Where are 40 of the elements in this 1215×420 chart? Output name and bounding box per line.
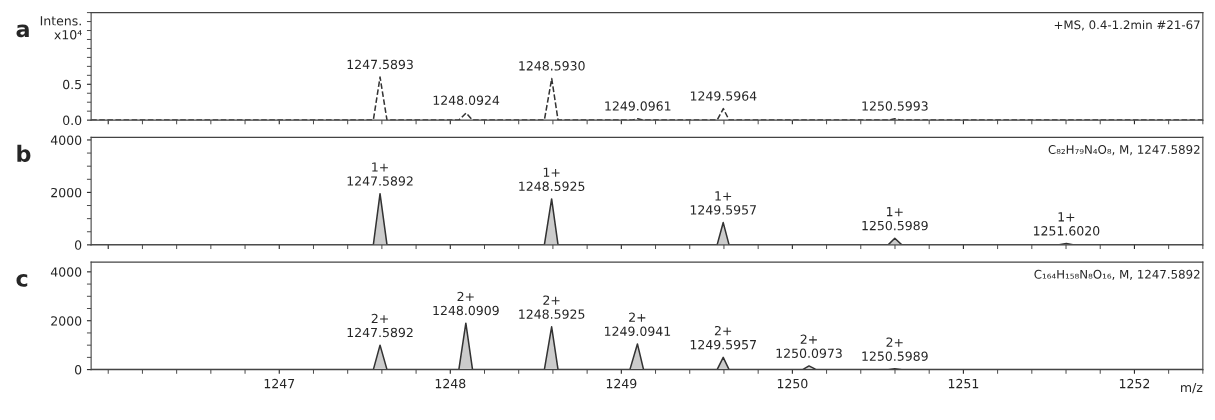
annotation: 2+ 1247.5892 xyxy=(347,313,413,338)
annotation: 1249.0961 xyxy=(605,101,671,111)
annotation: 1249.5964 xyxy=(690,91,757,101)
annotation: 1+ 1251.6020 xyxy=(1033,212,1100,236)
annotation: 2+ 1249.5957 xyxy=(690,325,756,350)
annotation: 1+ 1248.5925 xyxy=(519,167,585,191)
annotation: 1+ 1247.5892 xyxy=(347,162,413,186)
annotation: C₈₂H₇₉N₄O₈, M, 1247.5892 xyxy=(1048,145,1200,156)
y-tick-label: 4000 xyxy=(50,135,82,145)
chart-title: a xyxy=(16,24,29,38)
y-tick-label: 2000 xyxy=(51,187,82,198)
annotation: 2+ 1250.0973 xyxy=(776,334,842,358)
x-axis-title: m/z xyxy=(1181,382,1203,394)
y-tick-label: 0.0 xyxy=(63,115,82,126)
annotation: +MS, 0.4-1.2min #21-67 xyxy=(1054,20,1200,31)
annotation: 2+ 1248.0909 xyxy=(433,291,499,316)
y-tick-label: 0 xyxy=(74,365,82,375)
annotation: 1+ 1250.5989 xyxy=(862,207,928,231)
x-tick-label: 1250 xyxy=(777,378,808,389)
annotation: 1247.5893 xyxy=(347,59,413,70)
annotation: 1248.5930 xyxy=(519,61,585,71)
annotation: 1+ 1249.5957 xyxy=(690,191,756,215)
x-tick-label: 1249 xyxy=(606,378,637,389)
annotation: 1248.0924 xyxy=(433,95,500,105)
y-tick-label: 2000 xyxy=(51,316,82,326)
y-tick-label: 0 xyxy=(74,240,82,250)
y-tick-label: 0.5 xyxy=(63,79,82,90)
y-axis-title: Intens. x10⁴ xyxy=(40,16,82,40)
annotation: 2+ 1250.5989 xyxy=(862,337,928,361)
annotation: 2+ 1249.0941 xyxy=(605,312,671,336)
x-tick-label: 1247 xyxy=(264,378,295,389)
chart-title: c xyxy=(16,274,28,287)
annotation: C₁₆₄H₁₅₈N₈O₁₆, M, 1247.5892 xyxy=(1034,269,1200,280)
x-tick-label: 1251 xyxy=(948,378,979,389)
annotation: 1250.5993 xyxy=(862,101,928,111)
x-tick-label: 1248 xyxy=(435,378,466,389)
chart-title: b xyxy=(17,144,31,163)
y-tick-label: 4000 xyxy=(50,267,82,277)
annotation: 2+ 1248.5925 xyxy=(519,295,585,319)
x-tick-label: 1252 xyxy=(1119,378,1150,389)
